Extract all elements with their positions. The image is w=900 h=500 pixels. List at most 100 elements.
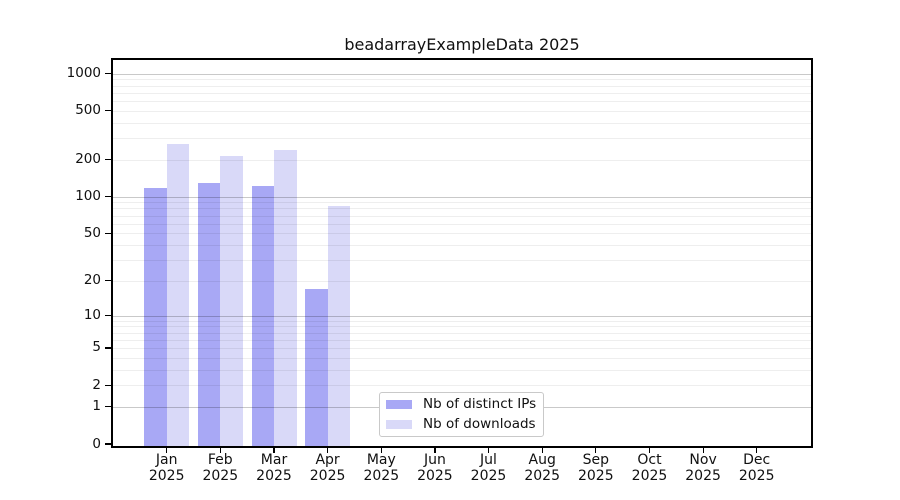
y-tick-label: 20 — [83, 272, 101, 289]
x-tick-label: Sep 2025 — [564, 452, 628, 484]
gridline-minor — [113, 215, 811, 217]
y-tick — [105, 73, 111, 75]
x-tick-label-year: 2025 — [524, 468, 560, 484]
legend-swatch-distinct-ips — [386, 400, 412, 409]
x-tick-label-year: 2025 — [738, 468, 775, 484]
x-tick-label: Nov 2025 — [671, 452, 735, 484]
gridline-minor — [113, 320, 811, 322]
gridline-minor — [113, 326, 811, 328]
x-tick-label-year: 2025 — [685, 468, 721, 484]
x-tick — [756, 448, 758, 453]
y-tick-label: 0 — [92, 435, 101, 452]
gridline-major — [113, 196, 811, 198]
gridline-minor — [113, 280, 811, 282]
x-tick-label: Mar 2025 — [242, 452, 306, 484]
x-tick-label-year: 2025 — [417, 468, 453, 484]
x-tick-label-year: 2025 — [148, 468, 185, 484]
x-tick-label: May 2025 — [349, 452, 413, 484]
x-tick-label: Aug 2025 — [510, 452, 574, 484]
gridline-minor — [113, 244, 811, 246]
x-tick — [702, 448, 704, 453]
gridline-minor — [113, 223, 811, 225]
chart-title: beadarrayExampleData 2025 — [344, 35, 580, 54]
bar-jan-distinct-ips — [144, 187, 167, 446]
gridline-minor — [113, 347, 811, 349]
gridline-minor — [113, 202, 811, 204]
bars-layer — [113, 60, 811, 446]
y-tick — [105, 347, 111, 349]
y-tick-label: 5 — [92, 339, 101, 356]
x-tick-label-year: 2025 — [470, 468, 507, 484]
x-tick-label-month: Jan — [155, 452, 178, 468]
x-tick — [648, 448, 651, 453]
y-tick-label: 1000 — [66, 65, 101, 82]
x-tick-label-month: Jun — [423, 452, 446, 468]
x-tick-label: Dec 2025 — [725, 452, 789, 484]
y-tick — [105, 406, 111, 408]
x-tick — [434, 448, 436, 453]
x-tick-label: Feb 2025 — [188, 452, 252, 484]
gridline-minor — [113, 122, 811, 124]
gridline-minor — [113, 138, 811, 140]
gridline-minor — [113, 159, 811, 161]
x-tick-label-year: 2025 — [309, 468, 346, 484]
x-tick-label-year: 2025 — [363, 468, 400, 484]
bar-jan-downloads — [166, 143, 190, 446]
x-tick-label-month: Feb — [207, 452, 233, 468]
bar-apr-distinct-ips — [305, 289, 328, 446]
gridline-minor — [113, 357, 811, 359]
plot-inner — [113, 60, 811, 446]
x-tick-label-month: Sep — [582, 452, 609, 468]
legend-swatch-downloads — [386, 420, 412, 429]
bar-mar-downloads — [274, 150, 297, 446]
x-tick — [487, 448, 490, 453]
legend-label-distinct-ips: Nb of distinct IPs — [423, 396, 537, 412]
x-tick — [541, 448, 543, 453]
y-tick-label: 100 — [75, 188, 101, 205]
x-tick-label: Apr 2025 — [296, 452, 360, 484]
x-tick-label: Jan 2025 — [135, 452, 199, 484]
bar-mar-distinct-ips — [251, 186, 274, 446]
gridline-minor — [113, 369, 811, 371]
x-tick-label-year: 2025 — [202, 468, 239, 484]
x-tick-label-month: Apr — [315, 452, 340, 468]
y-tick — [105, 443, 111, 445]
bar-feb-distinct-ips — [197, 183, 221, 446]
gridline-minor — [113, 208, 811, 210]
x-tick — [327, 448, 329, 453]
gridline-major — [113, 315, 811, 317]
x-tick-label-month: Aug — [528, 452, 556, 468]
y-tick-label: 50 — [83, 224, 101, 241]
gridline-minor — [113, 339, 811, 341]
gridline-minor — [113, 110, 811, 112]
y-tick-label: 200 — [75, 151, 101, 168]
gridline-minor — [113, 233, 811, 235]
x-tick-label-year: 2025 — [631, 468, 668, 484]
x-tick-label-month: Dec — [743, 452, 771, 468]
x-tick-label: Jul 2025 — [457, 452, 521, 484]
y-tick-label: 2 — [92, 376, 101, 393]
x-tick — [219, 448, 221, 453]
legend-item-distinct-ips: Nb of distinct IPs — [386, 396, 543, 413]
y-tick — [105, 280, 111, 282]
x-tick-label-month: Mar — [260, 452, 288, 468]
gridline-minor — [113, 85, 811, 87]
x-tick — [595, 448, 597, 453]
x-tick-label-month: Nov — [689, 452, 717, 468]
x-tick — [166, 448, 168, 453]
y-tick-label: 1 — [92, 398, 101, 415]
gridline-minor — [113, 332, 811, 334]
y-tick — [105, 196, 111, 198]
y-tick-label: 500 — [75, 102, 101, 119]
gridline-minor — [113, 259, 811, 261]
gridline-minor — [113, 101, 811, 102]
x-tick-label: Oct 2025 — [618, 452, 682, 484]
plot-area — [111, 58, 813, 448]
y-tick — [105, 159, 111, 161]
x-tick-label: Jun 2025 — [403, 452, 467, 484]
x-tick — [380, 448, 382, 453]
gridline-major — [113, 73, 811, 75]
x-tick-label-month: May — [366, 452, 396, 468]
bar-apr-downloads — [327, 205, 351, 446]
